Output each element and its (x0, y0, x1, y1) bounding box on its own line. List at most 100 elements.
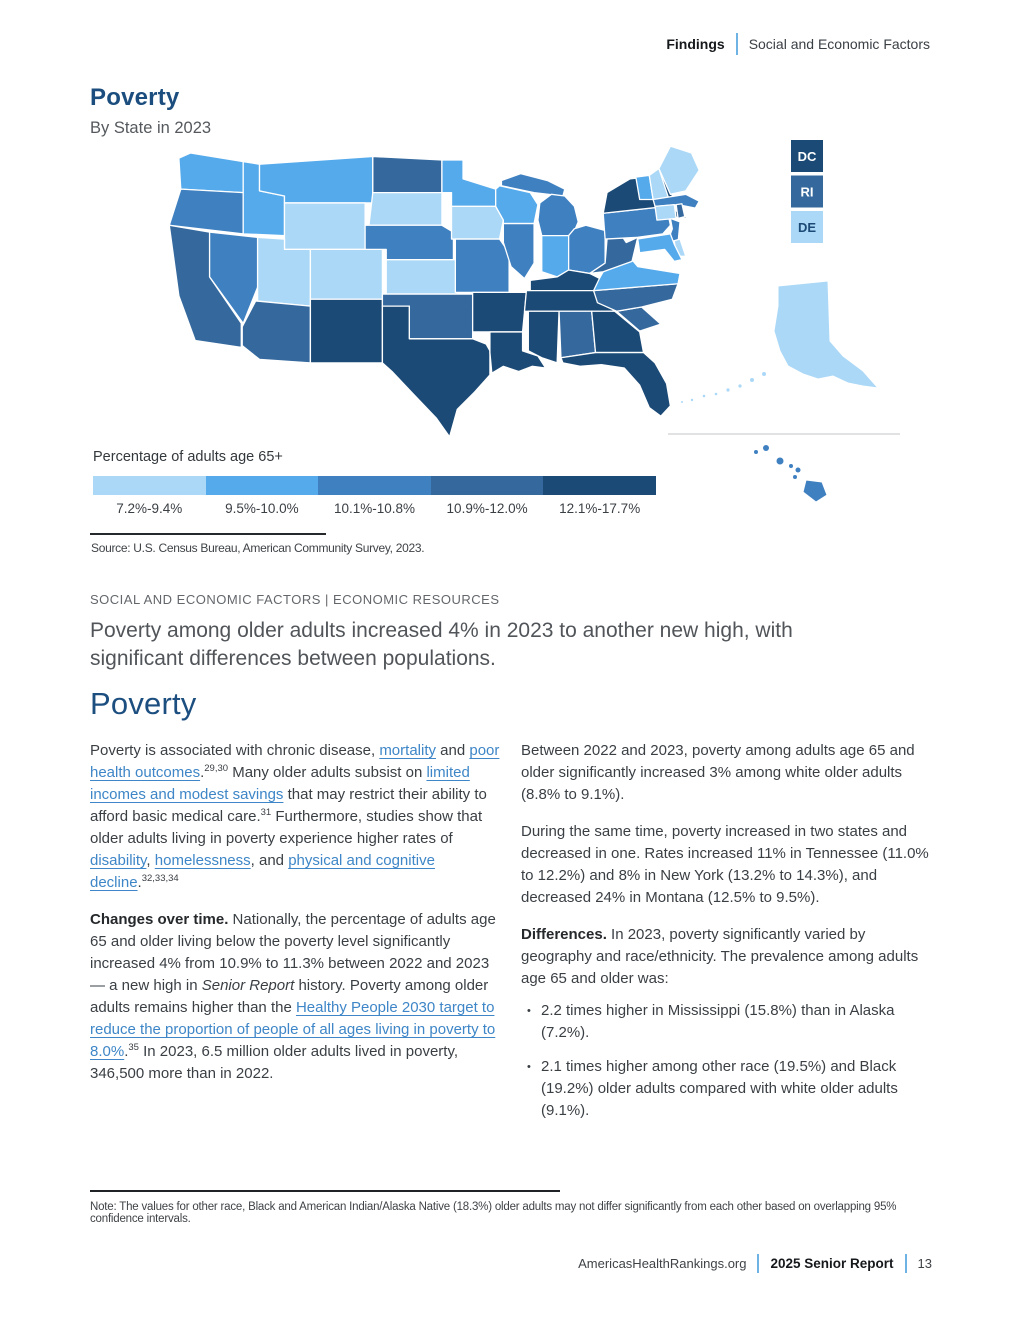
legend-range-label: 9.5%-10.0% (225, 501, 299, 516)
state-RI (676, 204, 685, 219)
footnote: Note: The values for other race, Black a… (90, 1201, 897, 1225)
legend-swatch (318, 476, 431, 495)
paragraph: Between 2022 and 2023, poverty among adu… (521, 740, 932, 806)
state-KS (386, 260, 457, 294)
callout-label-DE: DE (798, 220, 816, 235)
text-run: and (436, 742, 470, 759)
state-AL (559, 311, 595, 357)
text-run: Furthermore, studies show that older adu… (90, 808, 483, 847)
state-AR (473, 292, 527, 332)
source-rule (90, 533, 326, 535)
state-MS (528, 311, 559, 363)
state-ME (659, 146, 699, 194)
legend-range-label: 7.2%-9.4% (116, 501, 183, 516)
legend-swatch (543, 476, 656, 495)
text-run: During the same time, poverty increased … (521, 823, 929, 906)
map-title-block: Poverty By State in 2023 (90, 84, 211, 138)
breadcrumb-section: Findings (666, 36, 725, 52)
inline-link[interactable]: disability (90, 852, 147, 869)
state-MO (455, 239, 509, 292)
callout-label-RI: RI (801, 185, 814, 200)
article-column-right: Between 2022 and 2023, poverty among adu… (521, 740, 932, 1134)
bold-leadin: Differences. (521, 926, 607, 943)
text-run: . (124, 1043, 129, 1060)
note-rule (90, 1190, 560, 1192)
alaska-aleutian-island (690, 398, 694, 402)
text-run: In 2023, poverty significantly varied by… (521, 926, 919, 987)
legend-swatch (430, 476, 544, 495)
state-MN (442, 160, 496, 206)
paragraph: Poverty is associated with chronic disea… (90, 740, 501, 894)
bullet-item: 2.1 times higher among other race (19.5%… (527, 1056, 932, 1122)
state-WV (590, 234, 638, 274)
state-WY (284, 203, 365, 249)
map-legend-title: Percentage of adults age 65+ (93, 449, 283, 465)
state-MI (538, 194, 578, 235)
state-FL (561, 353, 670, 417)
alaska-aleutian-island (762, 372, 766, 376)
state-CO (310, 249, 382, 299)
text-run: , (146, 852, 155, 869)
article-deck: Poverty among older adults increased 4% … (90, 619, 793, 670)
bullet-list: 2.2 times higher in Mississippi (15.8%) … (527, 1000, 932, 1122)
text-run: Nationally, the percentage of adults age… (90, 911, 496, 994)
state-IL (503, 224, 534, 279)
alaska-aleutian-island (702, 394, 706, 398)
state-NM (310, 299, 382, 363)
state-HI (754, 450, 758, 454)
reference-superscript: 29,30 (204, 763, 229, 774)
alaska-aleutian-island (738, 384, 742, 388)
state-WA (179, 153, 243, 193)
state-HI (795, 467, 801, 473)
legend-swatch (93, 476, 206, 495)
state-IA (452, 206, 504, 239)
us-choropleth-map: DC RI DE Percentage of adults age 65+ 7.2%… (88, 136, 932, 555)
inline-link[interactable]: mortality (379, 742, 436, 759)
text-run: , and (250, 852, 289, 869)
state-MD (638, 234, 682, 262)
paragraph: During the same time, poverty increased … (521, 821, 932, 909)
paragraph: Differences. In 2023, poverty significan… (521, 924, 932, 990)
state-IN (542, 236, 569, 277)
state-HI (789, 464, 793, 468)
callout-badge-RI (791, 175, 823, 208)
state-GA (592, 311, 644, 352)
callout-label-DC: DC (798, 149, 817, 164)
alaska-aleutian-island (714, 392, 718, 396)
text-run: Poverty is associated with chronic disea… (90, 742, 380, 759)
page-footer: AmericasHealthRankings.org 2025 Senior R… (578, 1254, 932, 1273)
article-columns: Poverty is associated with chronic disea… (90, 740, 932, 1134)
inline-link[interactable]: limited incomes and modest savings (90, 764, 470, 803)
inline-link[interactable]: homelessness (154, 852, 251, 869)
map-title: Poverty (90, 84, 180, 111)
state-AK (773, 280, 880, 389)
breadcrumb: Findings Social and Economic Factors (666, 33, 930, 55)
map-subtitle: By State in 2023 (90, 119, 212, 137)
state-AZ (242, 301, 310, 363)
state-CT (655, 205, 676, 220)
legend-range-label: 10.1%-10.8% (333, 501, 416, 516)
inline-link[interactable]: Healthy People 2030 target to reduce the… (90, 999, 496, 1060)
alaska-aleutian-island (681, 401, 683, 403)
us-map-svg: DC RI DE (88, 140, 900, 503)
state-NV (210, 232, 258, 323)
inline-link[interactable]: physical and cognitive decline (90, 852, 435, 891)
state-LA (490, 332, 546, 373)
footer-page-number: 13 (917, 1256, 932, 1271)
reference-superscript: 31 (260, 807, 272, 818)
callout-badge-DE (791, 211, 823, 243)
text-run: . (200, 764, 205, 781)
alaska-aleutian-island (750, 378, 754, 382)
reference-superscript: 35 (128, 1042, 139, 1053)
article-heading: Poverty (90, 686, 197, 721)
bullet-item: 2.2 times higher in Mississippi (15.8%) … (527, 1000, 932, 1044)
footer-site: AmericasHealthRankings.org (578, 1256, 747, 1271)
inline-link[interactable]: poor health outcomes (90, 742, 500, 781)
state-HI (802, 479, 828, 503)
footer-divider (904, 1254, 907, 1273)
state-HI (793, 475, 797, 479)
state-TX (382, 306, 490, 437)
callout-badge-DC (791, 140, 823, 172)
legend-range-label: 10.9%-12.0% (446, 501, 528, 516)
state-HI (776, 457, 784, 465)
